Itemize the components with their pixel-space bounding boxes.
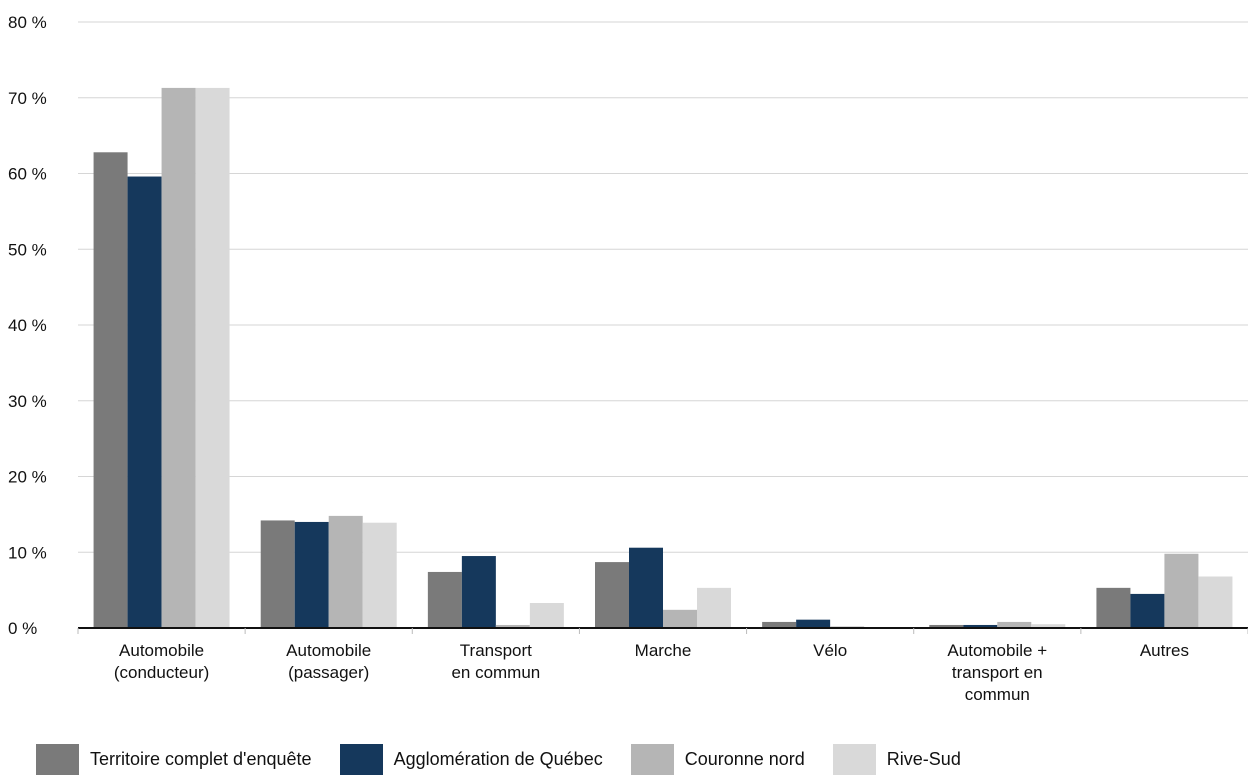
y-tick-label: 10 %	[8, 543, 47, 562]
y-tick-label: 60 %	[8, 165, 47, 184]
bar	[629, 547, 663, 628]
bar	[195, 87, 230, 629]
x-tick-label: commun	[965, 685, 1030, 704]
x-tick-label: Autres	[1140, 641, 1189, 660]
bar	[1096, 587, 1131, 628]
chart: 0 % 10 % 20 % 30 % 40 % 50 % 60 % 70 % 80 % Auto…	[8, 13, 1248, 704]
bars	[93, 87, 1233, 629]
y-tick-label: 80 %	[8, 13, 47, 32]
legend-swatch	[36, 744, 79, 775]
bar	[427, 571, 462, 628]
x-tick-label: Automobile	[119, 641, 204, 660]
y-tick-label: 0 %	[8, 619, 37, 638]
grid-lines	[78, 21, 1248, 553]
x-tick-label: Transport	[460, 641, 532, 660]
legend-label: Agglomération de Québec	[393, 749, 603, 769]
legend-label: Territoire complet d'enquête	[90, 749, 312, 769]
bar	[997, 621, 1032, 628]
y-tick-label: 20 %	[8, 468, 47, 487]
bar	[1130, 593, 1165, 628]
bar	[663, 609, 697, 628]
bar	[93, 152, 128, 629]
y-tick-label: 50 %	[8, 240, 47, 259]
bar	[929, 624, 964, 628]
legend-label: Rive-Sud	[886, 749, 961, 769]
x-tick-label: transport en	[952, 663, 1043, 682]
legend-item: Agglomération de Québec	[339, 744, 603, 775]
bar	[697, 587, 731, 628]
bar	[328, 515, 363, 628]
legend-item: Couronne nord	[630, 744, 805, 775]
bar	[595, 562, 629, 628]
legend-swatch	[630, 744, 674, 775]
x-tick-label: Vélo	[813, 641, 847, 660]
x-tick-label: (conducteur)	[114, 663, 209, 682]
bar	[529, 603, 564, 628]
legend-swatch	[339, 744, 383, 775]
bar	[362, 522, 397, 628]
bar	[1164, 553, 1199, 628]
y-tick-label: 70 %	[8, 89, 47, 108]
bar	[294, 521, 329, 628]
x-axis-ticks: Automobile (conducteur) Automobile (passage…	[77, 628, 1248, 704]
bar	[963, 624, 998, 628]
x-tick-label: en commun	[451, 663, 540, 682]
x-tick-label: Automobile +	[947, 641, 1047, 660]
x-tick-label: Marche	[635, 641, 692, 660]
legend-swatch	[832, 744, 876, 775]
y-axis-ticks: 0 % 10 % 20 % 30 % 40 % 50 % 60 % 70 % 80 %	[8, 13, 47, 638]
y-tick-label: 40 %	[8, 316, 47, 335]
bar	[796, 619, 831, 628]
bar	[260, 520, 295, 628]
x-tick-label: Automobile	[286, 641, 371, 660]
bar	[461, 556, 496, 628]
bar	[161, 87, 196, 629]
legend: Territoire complet d'enquête Agglomérati…	[36, 744, 989, 775]
bar	[762, 621, 797, 628]
legend-item: Rive-Sud	[832, 744, 961, 775]
legend-item: Territoire complet d'enquête	[36, 744, 312, 775]
bar	[127, 176, 162, 628]
y-tick-label: 30 %	[8, 392, 47, 411]
bar	[1198, 576, 1233, 628]
legend-label: Couronne nord	[684, 749, 805, 769]
x-tick-label: (passager)	[288, 663, 369, 682]
bar	[495, 624, 530, 628]
bar	[1031, 624, 1066, 628]
